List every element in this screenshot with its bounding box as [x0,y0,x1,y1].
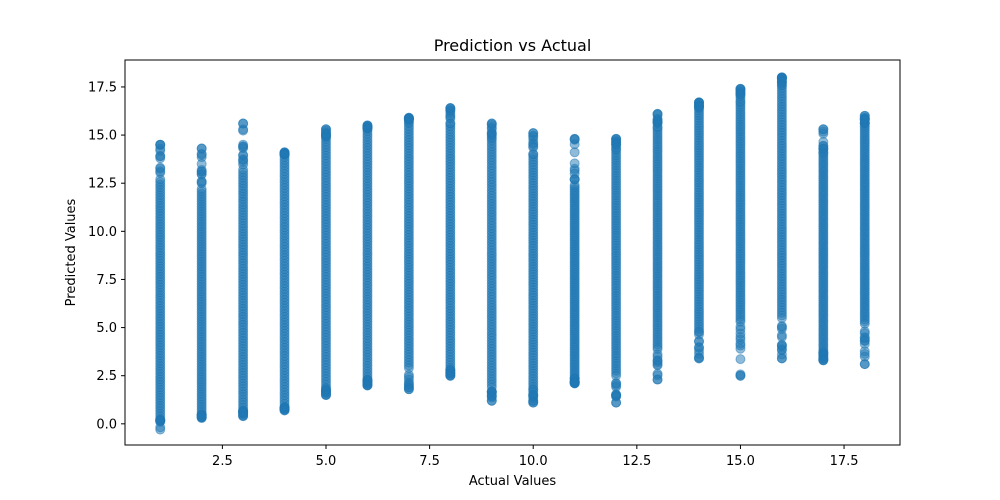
data-point [776,353,787,364]
data-point [362,120,373,131]
data-point [611,397,622,408]
x-tick-label: 15.0 [726,454,755,469]
x-tick-label: 12.5 [622,454,651,469]
data-point [776,330,787,341]
y-tick-label: 2.5 [96,369,117,384]
data-point [611,139,622,150]
y-tick-label: 10.0 [88,225,117,240]
data-point [569,378,580,389]
data-point [403,384,414,395]
data-point [528,141,539,152]
data-point [776,322,787,333]
data-point [238,141,249,152]
data-point [776,339,787,350]
y-tick-label: 15.0 [88,129,117,144]
data-point [652,357,663,368]
data-point [652,114,663,125]
data-point [652,344,663,355]
data-point [238,118,249,129]
y-tick-label: 5.0 [96,321,117,336]
data-point [196,143,207,154]
x-tick-label: 10.0 [519,454,548,469]
data-point [859,332,870,343]
data-point [362,380,373,391]
chart-title: Prediction vs Actual [434,36,592,55]
data-point [652,374,663,385]
data-point [859,114,870,125]
data-point [238,157,249,168]
data-point [155,139,166,150]
x-tick-label: 2.5 [212,454,233,469]
data-point [321,130,331,141]
data-point [735,93,746,104]
data-point [818,355,829,366]
data-point [735,324,746,335]
data-point [279,405,290,416]
data-point [735,370,746,381]
data-point [196,178,207,189]
data-point [445,370,456,381]
data-point [155,424,166,435]
x-tick-label: 5.0 [316,454,337,469]
points-layer [155,72,870,435]
x-tick-label: 7.5 [419,454,440,469]
data-point [445,103,456,114]
data-point [859,359,870,370]
data-point [238,411,249,422]
data-point [155,153,166,164]
data-point [486,122,497,133]
y-axis-ticks: 0.0 2.5 5.0 7.5 10.0 12.5 15.0 17.5 [88,80,125,432]
x-axis-label: Actual Values [469,474,557,489]
data-point [155,166,166,177]
data-point [279,149,290,160]
data-point [528,128,539,139]
data-point [818,124,829,135]
data-point [694,327,704,338]
y-axis-label: Predicted Values [64,198,79,306]
plot-frame [124,59,901,446]
y-tick-label: 12.5 [88,177,117,192]
data-point [569,174,580,185]
x-tick-label: 17.5 [830,454,859,469]
data-point [528,397,539,408]
y-tick-label: 17.5 [88,80,117,95]
data-point [403,112,414,123]
data-point [196,413,207,424]
x-axis-ticks: 2.5 5.0 7.5 10.0 12.5 15.0 17.5 [212,445,859,469]
y-tick-label: 0.0 [96,417,117,432]
data-point [569,133,580,144]
data-point [776,80,787,91]
data-point [859,346,870,357]
data-point [611,380,622,391]
data-point [735,343,746,354]
data-point [818,147,829,158]
data-point [196,166,207,177]
data-point [694,336,704,347]
data-point [694,353,704,364]
data-point [694,101,704,112]
data-point [486,395,497,406]
data-point [321,389,331,400]
y-tick-label: 7.5 [96,273,117,288]
data-point [735,354,746,365]
